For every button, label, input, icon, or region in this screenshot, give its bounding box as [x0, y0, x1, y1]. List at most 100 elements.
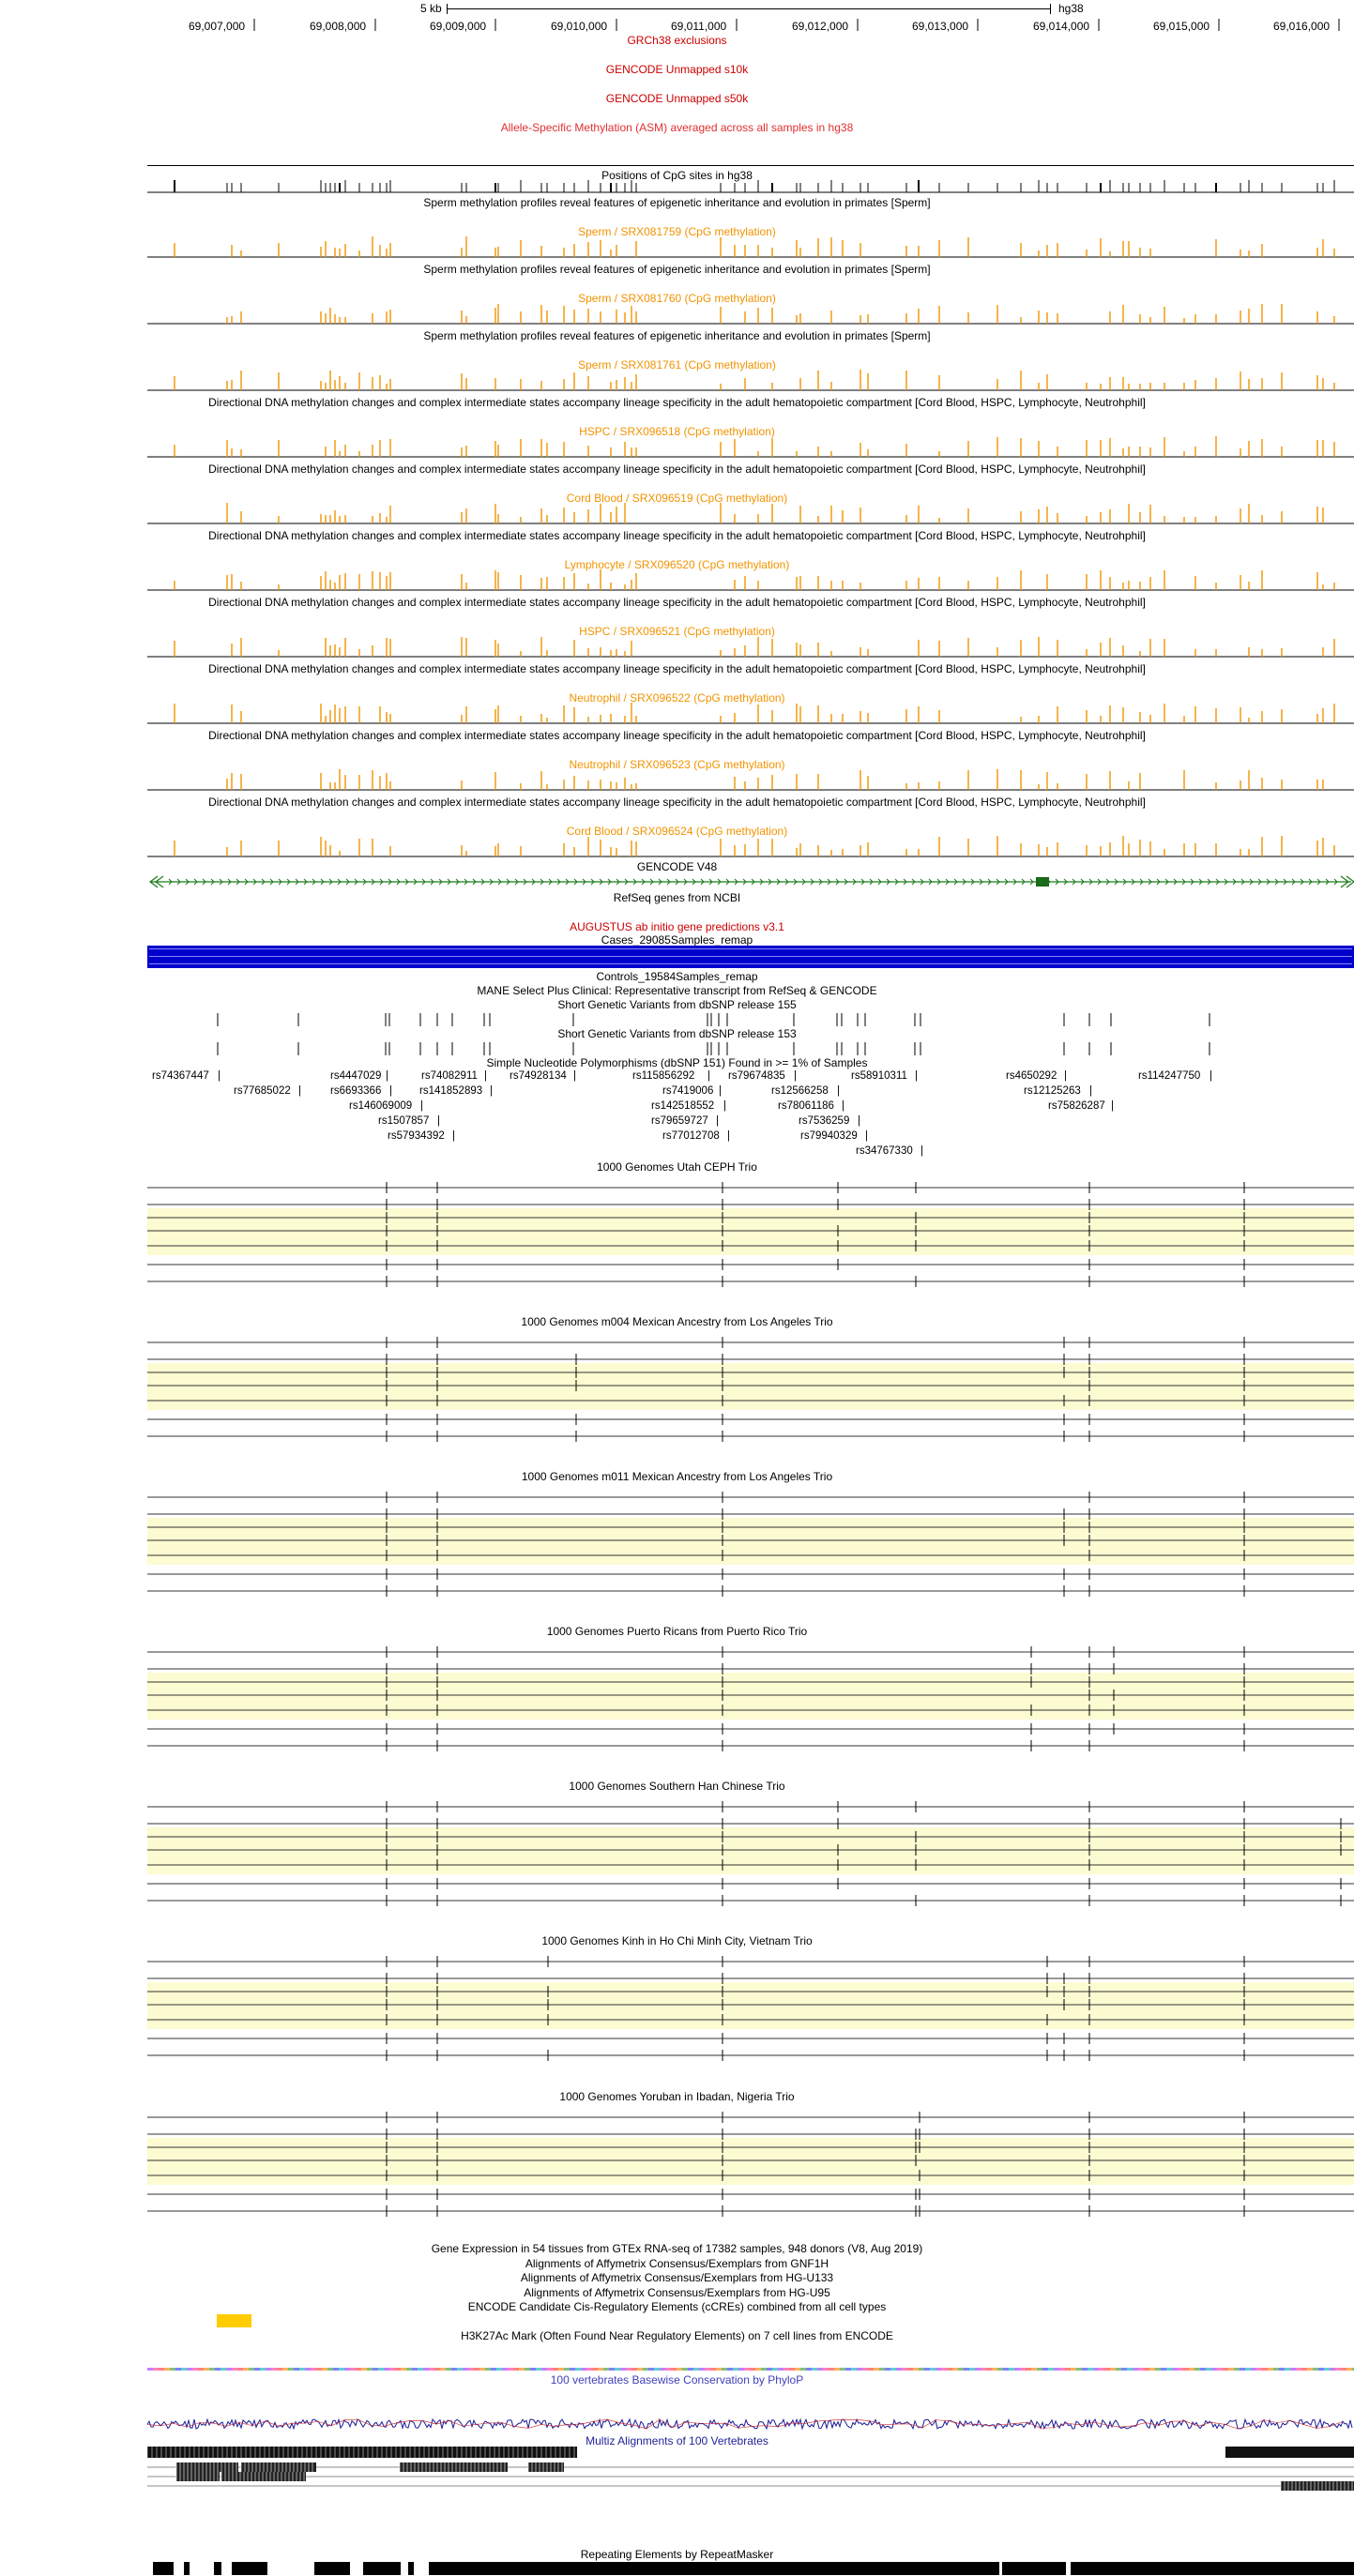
snp-label[interactable]: rs141852893 — [419, 1085, 483, 1097]
track-label-hgu95[interactable]: Alignments of Affymetrix Consensus/Exemp… — [524, 2286, 830, 2299]
cpg-sites-track[interactable] — [0, 178, 1354, 197]
trio-label[interactable]: 1000 Genomes Puerto Ricans from Puerto R… — [546, 1625, 808, 1638]
snp-label[interactable]: rs74928134 — [510, 1070, 567, 1082]
trio-highlight-band — [147, 1982, 1354, 2029]
methylation-group-label[interactable]: Directional DNA methylation changes and … — [208, 462, 1146, 476]
snp-label[interactable]: rs1507857 — [378, 1115, 430, 1127]
snp-label[interactable]: rs74367447 — [152, 1070, 209, 1082]
snp-label[interactable]: rs77012708 — [662, 1130, 720, 1142]
snp-label[interactable]: rs12125263 — [1024, 1085, 1081, 1097]
snp-label[interactable]: rs6693366 — [330, 1085, 382, 1097]
snp-label[interactable]: rs79940329 — [800, 1130, 858, 1142]
track-label-gnf1h[interactable]: Alignments of Affymetrix Consensus/Exemp… — [525, 2257, 829, 2270]
snp-label[interactable]: rs79659727 — [651, 1115, 708, 1127]
snp-label[interactable]: rs114247750 — [1138, 1070, 1201, 1082]
snp-label[interactable]: rs74082911 — [421, 1070, 478, 1082]
methylation-sample-label[interactable]: HSPC / SRX096521 (CpG methylation) — [579, 625, 775, 638]
track-label-dbsnp153[interactable]: Short Genetic Variants from dbSNP releas… — [557, 1027, 797, 1040]
snp-label[interactable]: rs4447029 — [330, 1070, 382, 1082]
dbsnp153-variants[interactable] — [0, 1040, 1354, 1059]
methylation-group-label[interactable]: Sperm methylation profiles reveal featur… — [423, 329, 931, 342]
methylation-group-label[interactable]: Directional DNA methylation changes and … — [208, 396, 1146, 409]
track-label-h3k27ac[interactable]: H3K27Ac Mark (Often Found Near Regulator… — [461, 2329, 893, 2342]
track-label-repeatmasker[interactable]: Repeating Elements by RepeatMasker — [580, 2548, 774, 2561]
methylation-sample-label[interactable]: Cord Blood / SRX096519 (CpG methylation) — [566, 492, 788, 505]
snp-label[interactable]: rs146069009 — [349, 1100, 413, 1112]
trio-label[interactable]: 1000 Genomes Southern Han Chinese Trio — [569, 1780, 785, 1793]
ruler-position: 69,014,000 — [1033, 20, 1090, 33]
track-label-gtex[interactable]: Gene Expression in 54 tissues from GTEx … — [431, 2242, 923, 2255]
ruler-scale-tick-left — [447, 4, 448, 14]
track-label-augustus[interactable]: AUGUSTUS ab initio gene predictions v3.1 — [570, 920, 784, 933]
cases-coverage-bar[interactable] — [147, 946, 1354, 968]
ruler-position: 69,011,000 — [671, 20, 727, 33]
repeat-element — [1002, 2562, 1066, 2575]
methylation-sample-label[interactable]: HSPC / SRX096518 (CpG methylation) — [579, 425, 775, 438]
snp-label[interactable]: rs34767330 — [856, 1145, 913, 1157]
snp-label[interactable]: rs79674835 — [728, 1070, 785, 1082]
trio-highlight-band — [147, 1363, 1354, 1410]
trio-label[interactable]: 1000 Genomes Utah CEPH Trio — [597, 1160, 757, 1174]
track-label-hgu133[interactable]: Alignments of Affymetrix Consensus/Exemp… — [520, 2271, 834, 2284]
snp-label[interactable]: rs57934392 — [388, 1130, 445, 1142]
methylation-group-label[interactable]: Directional DNA methylation changes and … — [208, 662, 1146, 675]
snp-label[interactable]: rs78061186 — [778, 1100, 834, 1112]
repeat-element — [153, 2562, 174, 2575]
snp-label[interactable]: rs7536259 — [799, 1115, 850, 1127]
snp-label[interactable]: rs142518552 — [651, 1100, 715, 1112]
ruler-position: 69,012,000 — [792, 20, 849, 33]
ruler-scale-tick-right — [1050, 4, 1051, 14]
track-label-cpg-sites[interactable]: Positions of CpG sites in hg38 — [601, 169, 753, 182]
dbsnp155-variants[interactable] — [0, 1011, 1354, 1030]
repeatmasker-elements[interactable] — [0, 2562, 1354, 2575]
track-label-gencode-unmapped-s10k[interactable]: GENCODE Unmapped s10k — [605, 63, 749, 76]
methylation-sample-label[interactable]: Lymphocyte / SRX096520 (CpG methylation) — [564, 558, 790, 571]
methylation-sample-label[interactable]: Sperm / SRX081761 (CpG methylation) — [578, 358, 776, 371]
phylop-conservation[interactable] — [0, 2413, 1354, 2435]
methylation-group-label[interactable]: Directional DNA methylation changes and … — [208, 529, 1146, 542]
trio-label[interactable]: 1000 Genomes m004 Mexican Ancestry from … — [521, 1315, 833, 1328]
methylation-group-label[interactable]: Sperm methylation profiles reveal featur… — [423, 263, 931, 276]
trio-label[interactable]: 1000 Genomes Yoruban in Ibadan, Nigeria … — [559, 2090, 795, 2103]
methylation-sample-label[interactable]: Neutrophil / SRX096522 (CpG methylation) — [569, 691, 785, 705]
track-label-asm[interactable]: Allele-Specific Methylation (ASM) averag… — [500, 121, 854, 134]
trio-label[interactable]: 1000 Genomes m011 Mexican Ancestry from … — [521, 1470, 833, 1483]
h3k27ac-signal[interactable] — [0, 2365, 1354, 2374]
snp-label[interactable]: rs12566258 — [771, 1085, 829, 1097]
methylation-sample-label[interactable]: Neutrophil / SRX096523 (CpG methylation) — [569, 758, 785, 771]
trio-label[interactable]: 1000 Genomes Kinh in Ho Chi Minh City, V… — [541, 1934, 813, 1947]
snp-label[interactable]: rs115856292 — [632, 1070, 695, 1082]
methylation-sample-label[interactable]: Sperm / SRX081759 (CpG methylation) — [578, 225, 776, 238]
methylation-group-label[interactable]: Directional DNA methylation changes and … — [208, 729, 1146, 742]
track-label-dbsnp155[interactable]: Short Genetic Variants from dbSNP releas… — [557, 998, 797, 1011]
methylation-bars — [147, 236, 1354, 857]
track-label-gencode-unmapped-s50k[interactable]: GENCODE Unmapped s50k — [605, 92, 749, 105]
track-label-controls[interactable]: Controls_19584Samples_remap — [596, 970, 758, 983]
snp-label[interactable]: rs4650292 — [1006, 1070, 1057, 1082]
track-label-refseq[interactable]: RefSeq genes from NCBI — [613, 891, 741, 904]
ccre-element[interactable] — [217, 2314, 251, 2327]
ruler-position: 69,008,000 — [310, 20, 367, 33]
methylation-sample-label[interactable]: Cord Blood / SRX096524 (CpG methylation) — [566, 825, 788, 838]
multiz-alignments[interactable] — [0, 2447, 1354, 2503]
gencode-gene-model[interactable] — [0, 874, 1354, 889]
methylation-sample-label[interactable]: Sperm / SRX081760 (CpG methylation) — [578, 292, 776, 305]
ruler-scale-bar — [447, 8, 1051, 9]
track-label-cases[interactable]: Cases_29085Samples_remap — [601, 933, 753, 947]
track-label-gencode[interactable]: GENCODE V48 — [636, 860, 718, 873]
snp-label[interactable]: rs75826287 — [1048, 1100, 1105, 1112]
track-label-common-snps[interactable]: Simple Nucleotide Polymorphisms (dbSNP 1… — [486, 1056, 868, 1069]
ruler-position: 69,016,000 — [1273, 20, 1331, 33]
snp-label[interactable]: rs7419006 — [662, 1085, 714, 1097]
methylation-group-label[interactable]: Sperm methylation profiles reveal featur… — [423, 196, 931, 209]
methylation-group-label[interactable]: Directional DNA methylation changes and … — [208, 796, 1146, 809]
snp-label[interactable]: rs58910311 — [851, 1070, 907, 1082]
methylation-group-label[interactable]: Directional DNA methylation changes and … — [208, 596, 1146, 609]
repeat-element — [429, 2562, 999, 2575]
track-label-phylop[interactable]: 100 vertebrates Basewise Conservation by… — [550, 2373, 804, 2387]
track-label-ccres[interactable]: ENCODE Candidate Cis-Regulatory Elements… — [467, 2300, 887, 2313]
track-label-grch38-exclusions[interactable]: GRCh38 exclusions — [627, 34, 727, 47]
snp-label[interactable]: rs77685022 — [234, 1085, 291, 1097]
track-label-mane[interactable]: MANE Select Plus Clinical: Representativ… — [477, 984, 877, 997]
track-label-multiz[interactable]: Multiz Alignments of 100 Vertebrates — [586, 2434, 768, 2447]
